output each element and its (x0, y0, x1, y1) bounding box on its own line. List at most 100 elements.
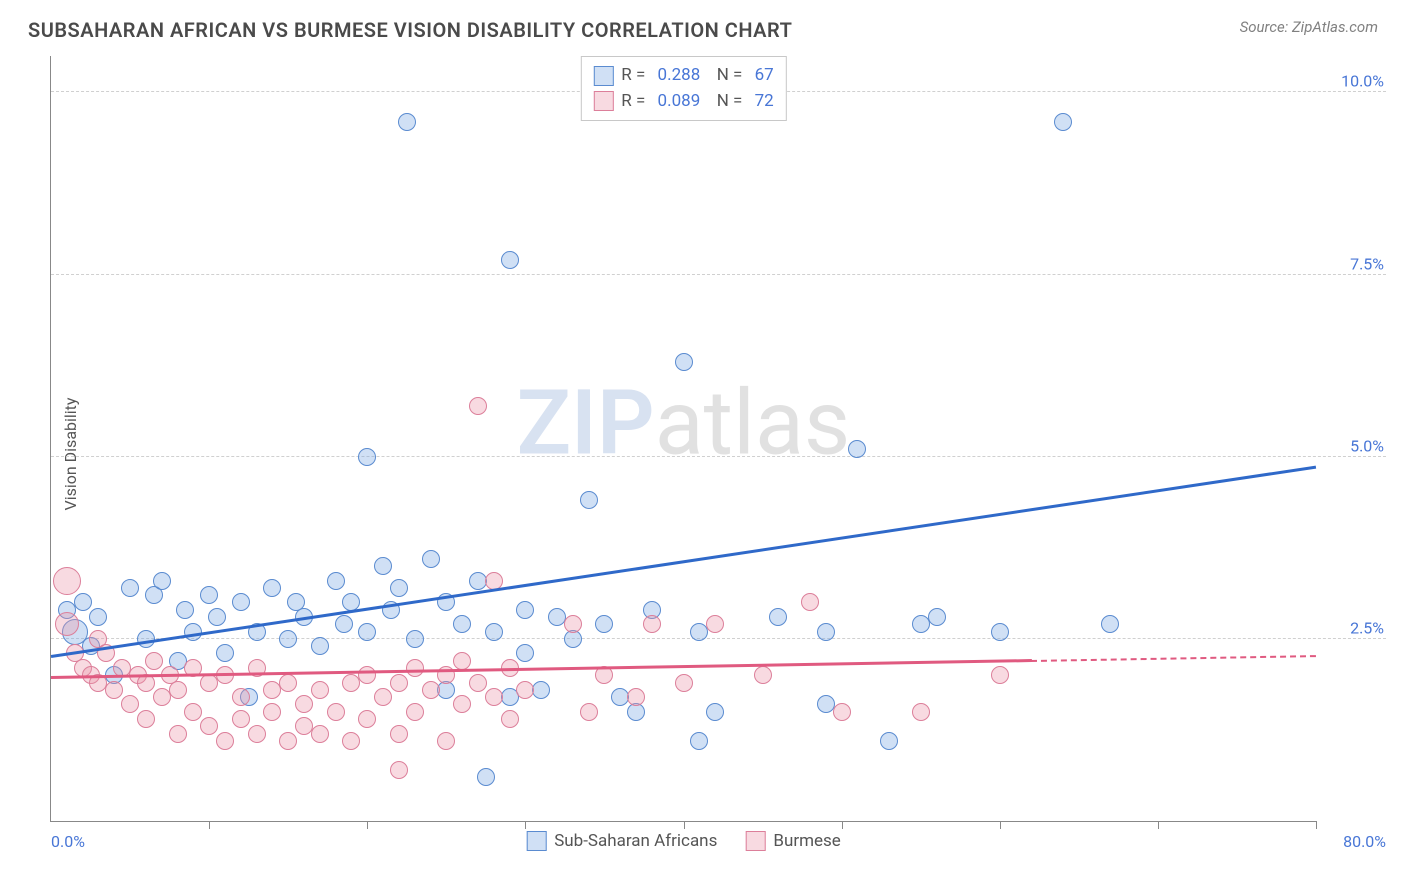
data-point (358, 710, 376, 728)
chart-title: SUBSAHARAN AFRICAN VS BURMESE VISION DIS… (28, 18, 792, 42)
data-point (327, 703, 345, 721)
data-point (991, 623, 1009, 641)
data-point (121, 579, 139, 597)
data-point (295, 695, 313, 713)
data-point (422, 681, 440, 699)
data-point (453, 652, 471, 670)
data-point (437, 732, 455, 750)
legend-swatch (593, 66, 613, 86)
data-point (516, 601, 534, 619)
data-point (263, 579, 281, 597)
legend-n-value: 72 (755, 89, 774, 115)
data-point (564, 615, 582, 633)
legend-stats-row: R = 0.089 N = 72 (593, 89, 773, 115)
data-point (311, 725, 329, 743)
data-point (706, 615, 724, 633)
data-point (675, 353, 693, 371)
data-point (358, 623, 376, 641)
data-point (390, 674, 408, 692)
data-point (532, 681, 550, 699)
data-point (801, 593, 819, 611)
data-point (580, 491, 598, 509)
data-point (754, 666, 772, 684)
data-point (422, 550, 440, 568)
data-point (279, 630, 297, 648)
legend-r-value: 0.288 (658, 63, 701, 89)
data-point (311, 637, 329, 655)
data-point (74, 593, 92, 611)
data-point (991, 666, 1009, 684)
legend-label: Sub-Saharan Africans (554, 831, 717, 851)
data-point (216, 644, 234, 662)
data-point (184, 623, 202, 641)
data-point (643, 615, 661, 633)
data-point (485, 623, 503, 641)
data-point (690, 732, 708, 750)
data-point (248, 725, 266, 743)
legend-stats: R = 0.288 N = 67R = 0.089 N = 72 (580, 56, 786, 121)
data-point (232, 710, 250, 728)
data-point (595, 615, 613, 633)
legend-item: Burmese (745, 831, 840, 851)
legend-item: Sub-Saharan Africans (526, 831, 717, 851)
data-point (105, 681, 123, 699)
data-point (390, 725, 408, 743)
y-tick-label: 5.0% (1350, 436, 1384, 455)
data-point (232, 688, 250, 706)
source-label: Source: ZipAtlas.com (1240, 18, 1378, 36)
y-tick-label: 10.0% (1341, 72, 1384, 91)
data-point (390, 761, 408, 779)
data-point (335, 615, 353, 633)
x-tick (1316, 821, 1317, 829)
legend-swatch (745, 831, 765, 851)
data-point (516, 681, 534, 699)
legend-r-label: R = (621, 89, 649, 115)
y-tick-label: 2.5% (1350, 618, 1384, 637)
data-point (769, 608, 787, 626)
data-point (137, 710, 155, 728)
data-point (817, 623, 835, 641)
x-tick (1000, 821, 1001, 829)
data-point (406, 630, 424, 648)
data-point (453, 615, 471, 633)
legend-series: Sub-Saharan Africans Burmese (526, 831, 841, 851)
x-axis-max-label: 80.0% (1343, 832, 1386, 851)
data-point (279, 732, 297, 750)
trend-line (1031, 655, 1316, 662)
data-point (145, 652, 163, 670)
data-point (279, 674, 297, 692)
legend-n-value: 67 (755, 63, 774, 89)
data-point (311, 681, 329, 699)
data-point (121, 695, 139, 713)
data-point (627, 688, 645, 706)
data-point (485, 688, 503, 706)
data-point (501, 251, 519, 269)
watermark-zip: ZIP (517, 371, 655, 476)
data-point (216, 732, 234, 750)
plot-area: ZIPatlas R = 0.288 N = 67R = 0.089 N = 7… (50, 56, 1316, 822)
data-point (880, 732, 898, 750)
data-point (833, 703, 851, 721)
x-tick (525, 821, 526, 829)
data-point (469, 397, 487, 415)
data-point (89, 608, 107, 626)
data-point (342, 732, 360, 750)
x-axis-min-label: 0.0% (51, 832, 85, 851)
data-point (55, 612, 79, 636)
gridline (51, 274, 1386, 275)
legend-label: Burmese (773, 831, 840, 851)
data-point (706, 703, 724, 721)
chart-container: Vision Disability ZIPatlas R = 0.288 N =… (50, 56, 1386, 852)
data-point (232, 593, 250, 611)
data-point (406, 703, 424, 721)
legend-n-label: N = (708, 63, 746, 89)
x-tick (367, 821, 368, 829)
watermark: ZIPatlas (517, 371, 851, 476)
x-tick (1158, 821, 1159, 829)
data-point (208, 608, 226, 626)
legend-stats-row: R = 0.288 N = 67 (593, 63, 773, 89)
data-point (169, 725, 187, 743)
data-point (477, 768, 495, 786)
watermark-atlas: atlas (655, 371, 851, 476)
data-point (469, 674, 487, 692)
